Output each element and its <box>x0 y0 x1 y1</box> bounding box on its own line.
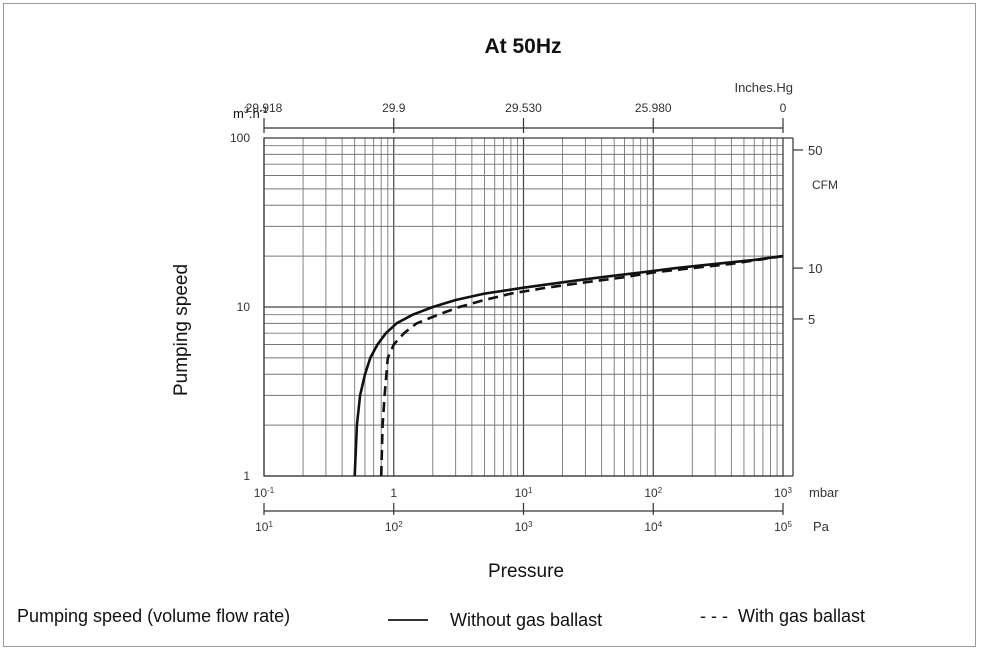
legend-with-label: With gas ballast <box>738 606 866 626</box>
cfm-tick-label: 5 <box>808 312 815 327</box>
y-tick-label: 10 <box>237 300 251 314</box>
x-axis-label: Pressure <box>488 561 564 582</box>
y-tick-label: 100 <box>230 131 250 145</box>
mbar-tick-label: 102 <box>644 486 662 501</box>
pa-tick-label: 104 <box>644 520 662 535</box>
mbar-unit-label: mbar <box>809 485 839 500</box>
chart-axes <box>263 118 803 515</box>
legend-dash-swatch: - - - <box>700 606 728 626</box>
inhg-unit-label: Inches.Hg <box>734 80 793 95</box>
cfm-tick-label: 10 <box>808 261 822 276</box>
inhg-tick-label: 29.530 <box>505 101 542 115</box>
legend-without-label: Without gas ballast <box>450 610 603 630</box>
y-axis-label: Pumping speed <box>171 264 192 396</box>
inhg-tick-label: 29.918 <box>246 101 283 115</box>
y-unit-left-label: m3.h-1 <box>233 105 268 121</box>
series-without-gas-ballast <box>353 254 784 477</box>
mbar-tick-label: 101 <box>515 486 533 501</box>
mbar-tick-label: 10-1 <box>254 486 275 501</box>
mbar-tick-label: 1 <box>390 486 397 500</box>
inhg-tick-label: 0 <box>780 101 787 115</box>
mbar-tick-label: 103 <box>774 486 792 501</box>
chart-series <box>353 254 784 477</box>
pa-tick-label: 103 <box>515 520 533 535</box>
y-unit-right-label: CFM <box>812 178 838 192</box>
chart-frame <box>3 3 976 647</box>
cfm-tick-label: 50 <box>808 143 822 158</box>
chart-grid <box>263 137 784 477</box>
inhg-tick-label: 29.9 <box>382 101 406 115</box>
series-with-gas-ballast <box>379 254 784 477</box>
plot-area-border <box>263 137 784 477</box>
pa-unit-label: Pa <box>813 519 830 534</box>
legend-caption: Pumping speed (volume flow rate) <box>17 606 291 626</box>
chart-title: At 50Hz <box>484 35 561 58</box>
pa-tick-label: 105 <box>774 520 792 535</box>
pa-tick-label: 102 <box>385 520 403 535</box>
inhg-tick-label: 25.980 <box>635 101 672 115</box>
y-tick-label: 1 <box>243 469 250 483</box>
pa-tick-label: 101 <box>255 520 273 535</box>
